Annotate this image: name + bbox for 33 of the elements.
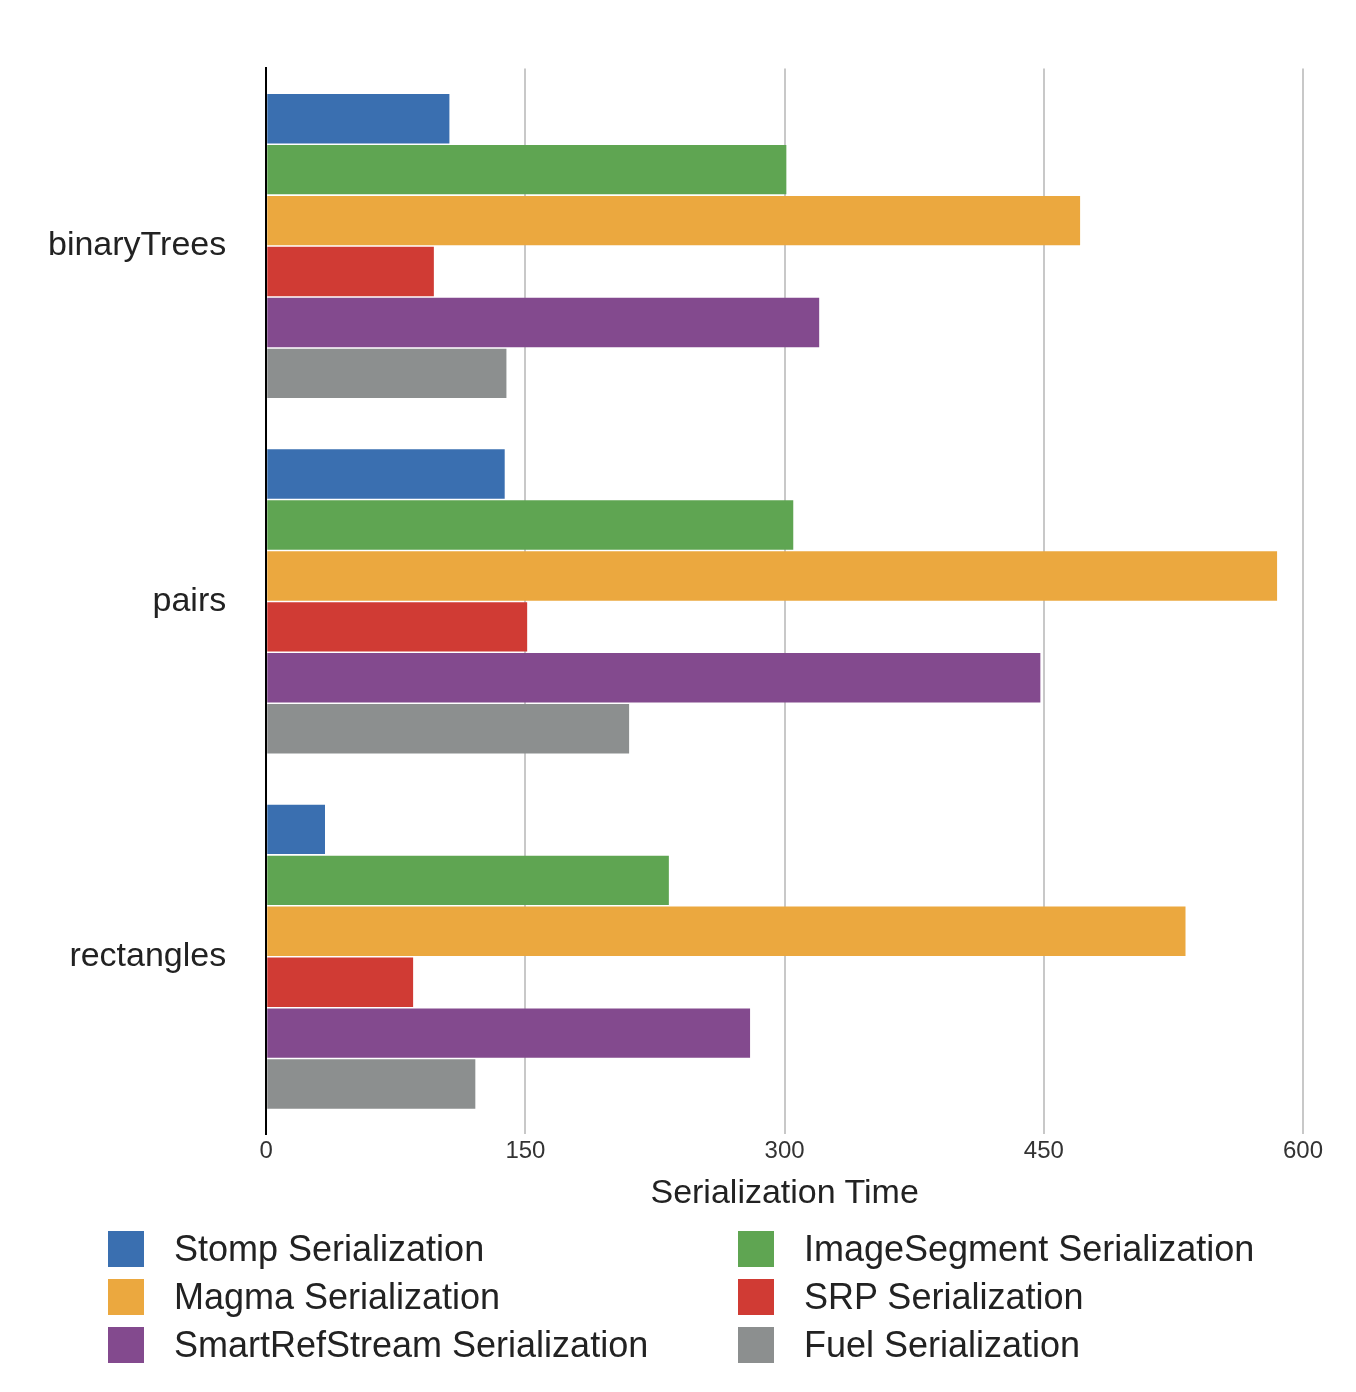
- y-tick-label: pairs: [152, 579, 227, 618]
- bar: [267, 246, 434, 297]
- bar: [267, 804, 325, 855]
- y-tick-label: binaryTrees: [47, 224, 227, 263]
- y-tick-label: rectangles: [69, 935, 227, 974]
- bar: [267, 94, 450, 144]
- bar: [267, 500, 794, 550]
- legend-label: ImageSegment Serialization: [804, 1228, 1255, 1270]
- legend-label: SRP Serialization: [804, 1276, 1084, 1318]
- legend-label: Fuel Serialization: [804, 1324, 1081, 1366]
- bar: [267, 1008, 751, 1058]
- bar: [267, 551, 1278, 601]
- bar: [267, 855, 669, 906]
- bar: [267, 704, 630, 754]
- bar: [267, 195, 1081, 246]
- bar: [267, 906, 1186, 956]
- bar: [267, 348, 507, 399]
- legend-label: SmartRefStream Serialization: [174, 1324, 649, 1366]
- x-axis-title: Serialization Time: [650, 1171, 919, 1210]
- x-tick-label: 300: [764, 1136, 805, 1164]
- x-tick-label: 0: [259, 1136, 273, 1164]
- bar: [267, 1059, 476, 1109]
- bar: [267, 297, 820, 348]
- bar: [267, 144, 787, 195]
- bar: [267, 602, 528, 652]
- bar: [267, 653, 1041, 703]
- x-tick-label: 600: [1282, 1136, 1324, 1164]
- legend-label: Magma Serialization: [174, 1276, 501, 1318]
- bar: [267, 449, 505, 499]
- bar: [267, 957, 414, 1007]
- legend-label: Stomp Serialization: [174, 1228, 485, 1270]
- x-tick-label: 150: [505, 1136, 546, 1164]
- x-tick-label: 450: [1023, 1136, 1064, 1164]
